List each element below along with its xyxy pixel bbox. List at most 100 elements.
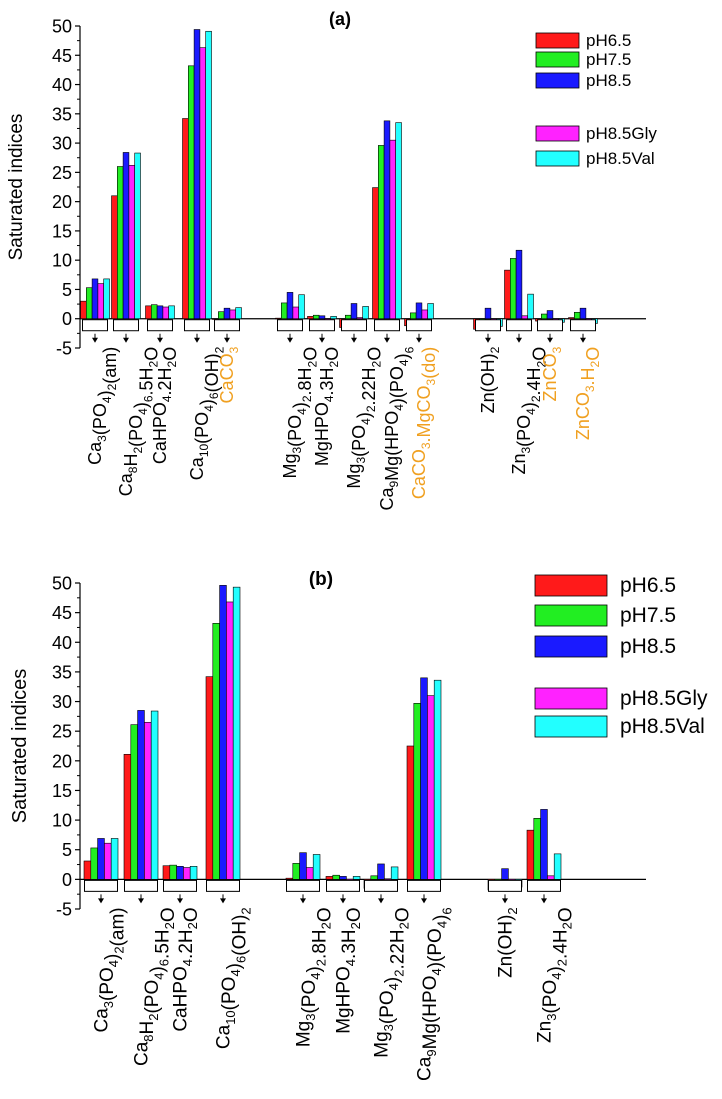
bar-ph8-5val <box>553 853 562 880</box>
legend-label: pH8.5 <box>620 635 676 658</box>
y-tick-label: 10 <box>52 811 72 831</box>
bar-ph8-5val <box>110 838 119 880</box>
bar-ph8-5 <box>223 307 231 320</box>
bar-ph7-5 <box>212 623 220 880</box>
category-arrow-head <box>384 337 390 343</box>
bar-ph8-5gly <box>162 306 169 320</box>
bar-ph8-5 <box>339 876 347 880</box>
category-label: Ca3(PO4)2(am) <box>85 347 120 465</box>
bar-ph8-5val <box>352 876 361 880</box>
legend-swatch-ph8-5 <box>534 635 608 658</box>
category-label: Ca9Mg(HPO4)(PO4)6 <box>414 907 454 1081</box>
category-label: Mg3(PO4)2.22H2O <box>371 907 413 1057</box>
bar-ph8-5val <box>312 854 321 880</box>
category-label: ZnCO3.H2O <box>573 347 603 440</box>
legend-swatch-ph8-5gly <box>534 687 608 710</box>
category-arrow-head <box>194 337 200 343</box>
category-arrow-head <box>287 337 293 343</box>
category-label: Ca9Mg(HPO4)(PO4)6 <box>377 346 416 510</box>
bar-ph8-5 <box>176 866 184 880</box>
y-tick-label: 30 <box>52 134 72 154</box>
bar-ph8-5gly <box>128 165 135 320</box>
y-tick-label: 0 <box>62 309 72 329</box>
legend-label: pH8.5 <box>586 71 631 90</box>
bar-ph6-5 <box>504 269 511 320</box>
bar-ph8-5gly <box>521 315 529 320</box>
bar-ph8-5 <box>377 863 385 880</box>
bar-ph8-5 <box>286 292 294 320</box>
bar-ph8-5gly <box>97 283 105 320</box>
bar-ph8-5val <box>232 586 241 880</box>
bar-ph7-5 <box>413 703 421 880</box>
bar-ph6-5 <box>83 860 92 880</box>
bar-ph7-5 <box>332 874 340 880</box>
category-arrow-head <box>123 337 129 343</box>
category-box <box>206 879 240 892</box>
bar-ph7-5 <box>130 724 138 880</box>
legend-label: pH8.5Gly <box>620 687 708 710</box>
category-box <box>537 319 563 332</box>
legend-label: pH6.5 <box>620 574 676 597</box>
bar-ph8-5val <box>390 866 399 880</box>
bar-group-ca3-po4-2-am <box>83 838 119 880</box>
category-arrow-head <box>138 898 144 904</box>
category-label: Zn3(PO4)2.4H2O <box>534 907 576 1043</box>
category-arrow-head <box>340 898 346 904</box>
y-tick-label: -5 <box>56 899 72 919</box>
category-label: Ca8H2(PO4)6.5H2O <box>116 347 161 497</box>
category-arrow-head <box>300 898 306 904</box>
bar-ph8-5val <box>330 316 337 320</box>
category-label: MgHPO4.3H2O <box>312 347 342 466</box>
bar-ph7-5 <box>533 818 541 880</box>
bar-ph8-5gly <box>421 309 428 320</box>
bar-ph7-5 <box>86 287 93 320</box>
category-box <box>84 879 118 892</box>
bar-ph8-5 <box>193 29 201 320</box>
bar-ph8-5 <box>484 307 492 320</box>
bar-ph8-5 <box>420 677 428 880</box>
bar-ph6-5 <box>406 745 415 880</box>
bar-ph8-5val <box>168 305 175 320</box>
category-arrow-head <box>421 898 427 904</box>
bar-ph6-5 <box>111 195 118 320</box>
category-arrow-head <box>157 337 163 343</box>
bar-ph7-5 <box>312 314 320 320</box>
y-tick-label: 20 <box>52 751 72 771</box>
category-box <box>364 879 398 892</box>
bar-ph8-5 <box>383 120 391 320</box>
bar-ph8-5val <box>103 278 110 320</box>
bar-ph8-5gly <box>144 721 152 880</box>
y-axis-label: Saturated indices <box>6 114 27 261</box>
bar-ph7-5 <box>218 311 225 320</box>
bar-ph8-5val <box>395 122 402 320</box>
bar-ph8-5 <box>350 303 358 320</box>
bar-ph8-5val <box>189 866 198 880</box>
bar-ph7-5 <box>370 875 378 880</box>
y-tick-label: 25 <box>52 163 72 183</box>
bar-ph6-5 <box>205 676 214 880</box>
bar-ph7-5 <box>151 304 158 320</box>
category-label: Zn(OH)2 <box>495 907 519 978</box>
category-arrow-head <box>98 898 104 904</box>
category-arrow-head <box>224 337 230 343</box>
y-tick-label: 25 <box>52 722 72 742</box>
bar-ph8-5gly <box>384 878 392 880</box>
category-arrow-head <box>177 898 183 904</box>
category-arrow-head <box>502 898 508 904</box>
y-tick-label: 45 <box>52 603 72 623</box>
bar-ph8-5 <box>97 838 105 880</box>
y-tick-label: 0 <box>62 870 72 890</box>
bar-group-ca9mg-hpo4-po4-6 <box>406 677 442 880</box>
category-box <box>406 319 432 332</box>
bar-ph8-5 <box>515 249 523 320</box>
bar-ph8-5 <box>501 868 509 880</box>
category-arrow-head <box>547 337 553 343</box>
category-arrow-head <box>580 337 586 343</box>
category-box <box>82 319 108 332</box>
bar-group-zn3-po4-2-4h2o <box>526 809 562 880</box>
panel-label: (a) <box>329 9 351 29</box>
bar-ph8-5gly <box>547 875 555 880</box>
legend-swatch-ph8-5val <box>534 715 608 738</box>
category-arrow-head <box>92 337 98 343</box>
